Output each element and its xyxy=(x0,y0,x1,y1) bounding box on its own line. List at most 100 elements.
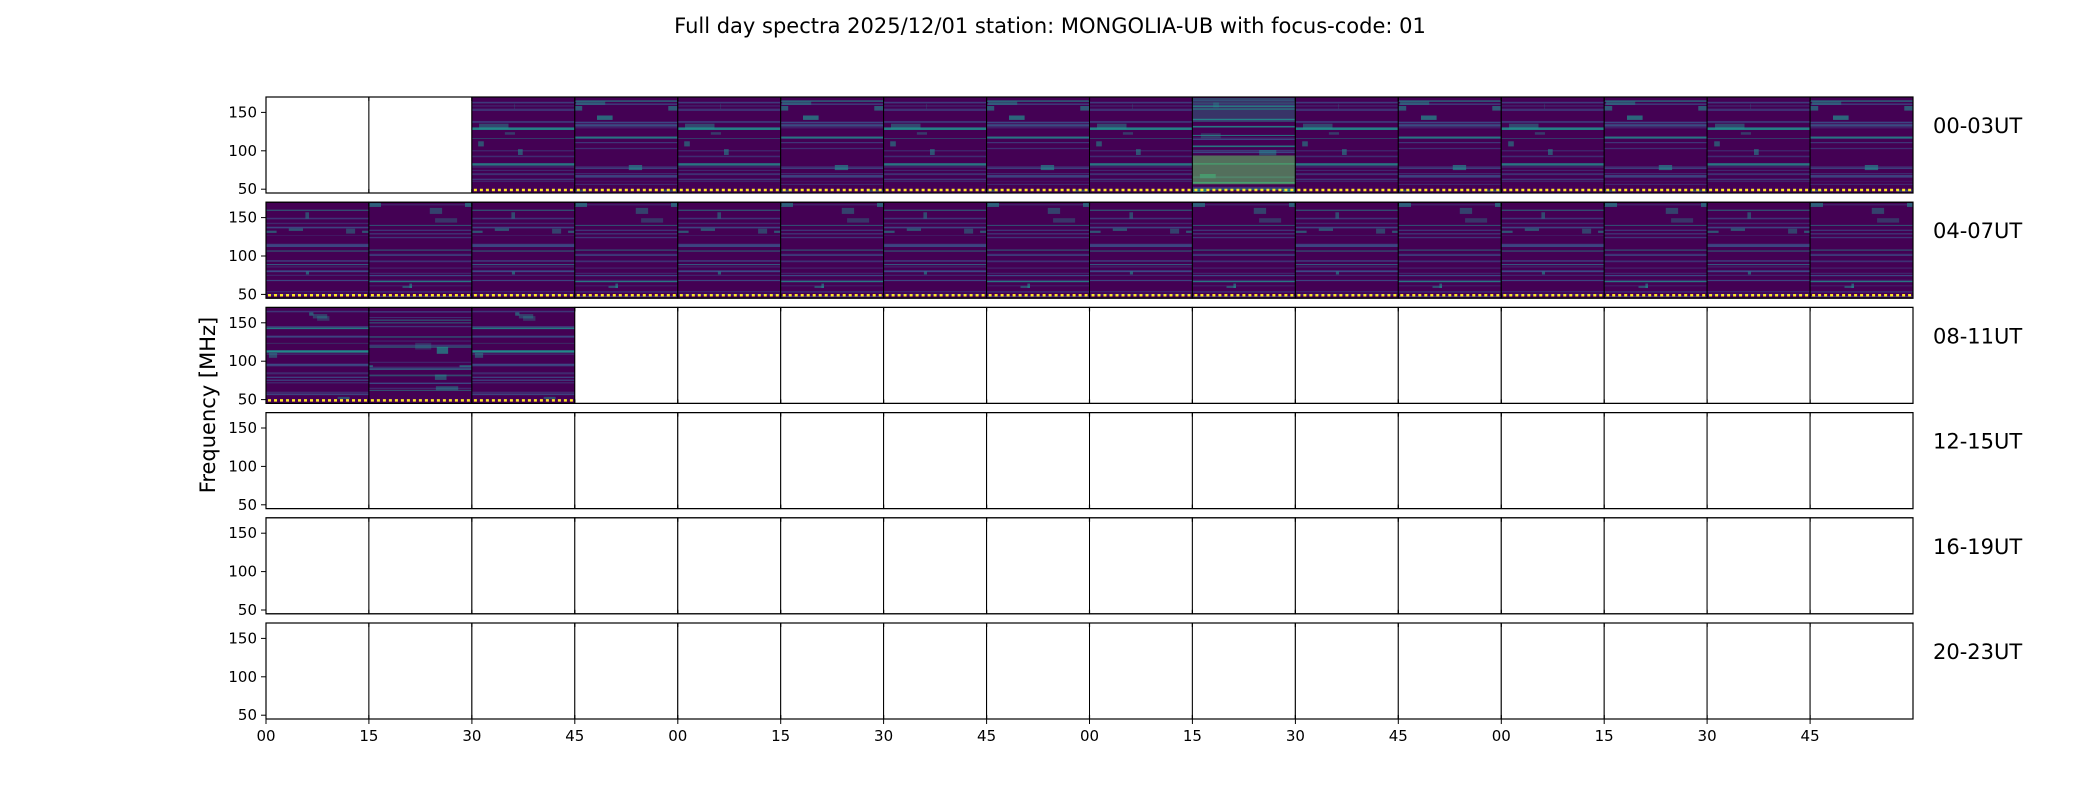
spectrum-panel xyxy=(1397,96,1502,194)
spectrum-panel xyxy=(882,622,987,720)
row-label: 20-23UT xyxy=(1933,640,2022,664)
row-label: 04-07UT xyxy=(1933,219,2022,243)
x-tick-label: 45 xyxy=(1389,727,1408,745)
spectrum-panel xyxy=(1294,96,1399,194)
spectrum-panel xyxy=(1500,96,1605,194)
y-tick-label: 100 xyxy=(228,457,257,475)
spectrum-panel xyxy=(780,201,885,299)
spectrum-panel xyxy=(265,622,370,720)
spectrum-panel xyxy=(265,412,370,510)
row-frame xyxy=(265,412,1914,510)
spectrum-panel xyxy=(1294,622,1399,720)
spectrum-panel xyxy=(368,201,473,299)
spectrum-panel xyxy=(471,201,576,299)
spectrum-panel xyxy=(985,622,1090,720)
spectrum-panel xyxy=(1500,201,1605,299)
spectrum-panel xyxy=(882,412,987,510)
y-tick-label: 100 xyxy=(228,142,257,160)
x-tick-label: 30 xyxy=(1698,727,1717,745)
spectrum-panel xyxy=(1397,201,1502,299)
spectrum-panel xyxy=(471,622,576,720)
spectrum-panel xyxy=(677,622,782,720)
spectrum-panel xyxy=(1706,412,1811,510)
spectrum-panel xyxy=(1397,517,1502,615)
row-frame xyxy=(265,201,1914,299)
spectrum-panel xyxy=(780,622,885,720)
spectrum-panel xyxy=(1191,622,1296,720)
spectrum-panel xyxy=(1397,306,1502,404)
y-tick-label: 100 xyxy=(228,563,257,581)
spectrum-panel xyxy=(1603,412,1708,510)
spectrum-panel xyxy=(1294,517,1399,615)
y-axis-label: Frequency [MHz] xyxy=(196,317,220,493)
y-tick-label: 150 xyxy=(228,103,257,121)
x-tick-label: 15 xyxy=(359,727,378,745)
spectrum-panel xyxy=(471,412,576,510)
spectrum-panel xyxy=(882,517,987,615)
spectrum-panel xyxy=(1603,201,1708,299)
spectrum-panel xyxy=(882,96,987,194)
spectrum-panel xyxy=(1500,517,1605,615)
y-tick-label: 150 xyxy=(228,314,257,332)
spectrum-panel xyxy=(677,201,782,299)
y-tick-label: 50 xyxy=(238,391,257,409)
spectrum-panel xyxy=(265,306,370,404)
spectrum-panel xyxy=(1500,622,1605,720)
spectrum-panel xyxy=(368,306,473,404)
spectrum-panel xyxy=(1088,622,1193,720)
spectrum-panel xyxy=(780,412,885,510)
spectrum-panel xyxy=(265,96,370,194)
figure-title: Full day spectra 2025/12/01 station: MON… xyxy=(674,14,1426,38)
spectrum-panel xyxy=(368,412,473,510)
spectra-grid: 150 100 50 00-03UT 150 100 50 04-07UT 150 100 50 08… xyxy=(228,96,2022,724)
spectrum-panel xyxy=(1191,412,1296,510)
spectrum-panel xyxy=(1088,306,1193,404)
spectrum-panel xyxy=(265,517,370,615)
y-tick-label: 150 xyxy=(228,209,257,227)
spectrum-panel xyxy=(1603,622,1708,720)
spectrum-panel xyxy=(1294,306,1399,404)
spectrum-panel xyxy=(1500,306,1605,404)
spectrum-panel xyxy=(574,306,679,404)
spectrum-panel xyxy=(985,306,1090,404)
spectrum-panel xyxy=(1809,412,1914,510)
spectrum-panel xyxy=(471,306,576,404)
spectrum-panel xyxy=(1191,306,1296,404)
x-tick-label: 00 xyxy=(1080,727,1099,745)
y-tick-label: 50 xyxy=(238,180,257,198)
spectrum-panel xyxy=(1809,201,1914,299)
row-frame xyxy=(265,517,1914,615)
spectrum-panel xyxy=(574,412,679,510)
spectrum-panel xyxy=(1191,517,1296,615)
x-tick-label: 15 xyxy=(1183,727,1202,745)
x-axis-ticks: 00 15 30 45 00 15 30 45 00 15 30 45 00 15 30 45 xyxy=(256,719,1820,745)
spectrum-panel xyxy=(574,201,679,299)
spectrum-panel xyxy=(882,306,987,404)
row-12-15UT: 150 100 50 12-15UT xyxy=(228,412,2022,514)
x-tick-label: 45 xyxy=(977,727,996,745)
spectrum-panel xyxy=(265,201,370,299)
spectrum-panel xyxy=(368,96,473,194)
spectrum-panel xyxy=(1191,96,1296,194)
spectrum-panel xyxy=(574,517,679,615)
spectrum-panel xyxy=(780,96,885,194)
spectrum-panel xyxy=(985,412,1090,510)
x-tick-label: 00 xyxy=(256,727,275,745)
y-tick-label: 50 xyxy=(238,285,257,303)
y-tick-label: 150 xyxy=(228,419,257,437)
spectrum-panel xyxy=(1603,96,1708,194)
row-08-11UT: 150 100 50 08-11UT xyxy=(228,306,2022,409)
spectrum-panel xyxy=(780,517,885,615)
spectrum-panel xyxy=(1397,412,1502,510)
x-tick-label: 30 xyxy=(462,727,481,745)
x-tick-label: 15 xyxy=(771,727,790,745)
spectrum-panel xyxy=(1809,517,1914,615)
row-04-07UT: 150 100 50 04-07UT xyxy=(228,201,2022,303)
spectrum-panel xyxy=(985,517,1090,615)
spectrum-panel xyxy=(1397,622,1502,720)
y-tick-label: 50 xyxy=(238,496,257,514)
row-label: 16-19UT xyxy=(1933,535,2022,559)
row-00-03UT: 150 100 50 00-03UT xyxy=(228,96,2022,198)
spectrum-panel xyxy=(985,96,1090,194)
